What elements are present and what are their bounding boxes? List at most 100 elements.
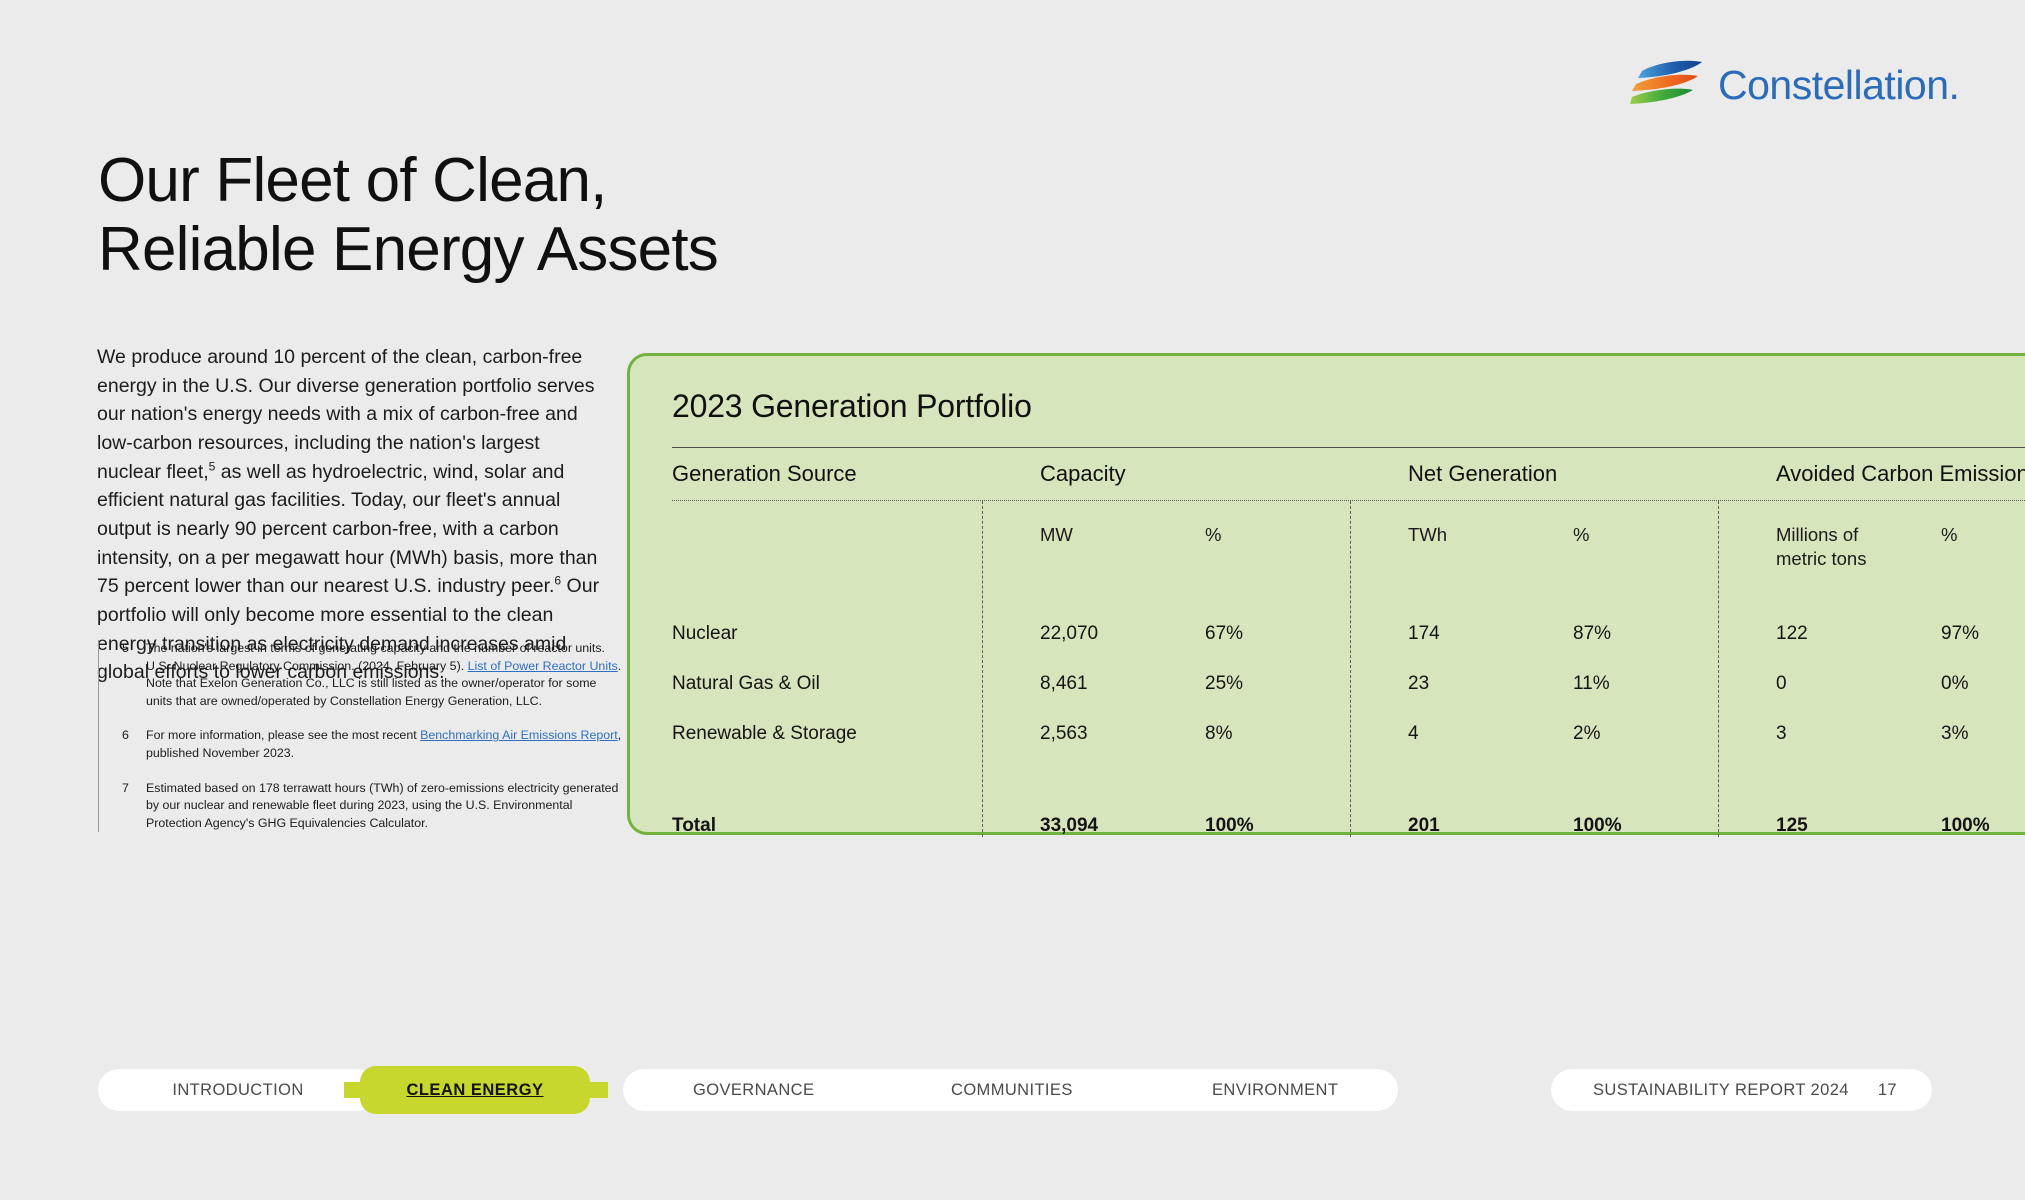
intro-text-part-3: Our portfolio will only become more esse… <box>97 575 600 684</box>
cell-group-net: 201 100% <box>1350 815 1718 837</box>
cell-group-avoided: 122 97% <box>1718 623 2025 645</box>
cell-group-capacity: 2,563 8% <box>982 723 1350 745</box>
nav-tab-clean-energy-label: CLEAN ENERGY <box>406 1080 544 1099</box>
nav-tab-introduction[interactable]: INTRODUCTION <box>98 1069 378 1111</box>
logo-wordmark: Constellation. <box>1718 61 1960 108</box>
constellation-swoosh-icon <box>1630 57 1708 113</box>
footnote-item: 7 Estimated based on 178 terrawatt hours… <box>103 780 623 833</box>
footnote-item: 6 For more information, please see the m… <box>103 727 623 762</box>
footnote-number: 6 <box>122 728 129 743</box>
table-row: Renewable & Storage 2,563 8% 4 2% 3 3% <box>672 723 2025 745</box>
cell-net-twh: 174 <box>1408 623 1440 644</box>
cell-group-avoided: 0 0% <box>1718 673 2025 695</box>
unit-capacity-pct: % <box>1205 524 1222 545</box>
cell-avoided-pct: 0% <box>1941 673 1969 694</box>
unit-net-pct: % <box>1573 524 1590 545</box>
cell-net-pct: 2% <box>1573 723 1601 744</box>
unit-avoided-pct: % <box>1941 524 1958 545</box>
report-info-pill: SUSTAINABILITY REPORT 2024 17 <box>1551 1069 1932 1111</box>
unit-group-capacity: MW % <box>982 523 1350 579</box>
col-header-avoided-carbon-emissions: Avoided Carbon Emissions7 <box>1718 461 2025 487</box>
column-divider-3 <box>1718 501 1719 837</box>
nav-tab-governance[interactable]: GOVERNANCE <box>693 1080 815 1099</box>
cell-capacity-pct: 67% <box>1205 623 1244 644</box>
header-rule-dotted <box>672 500 2025 501</box>
unit-spacer <box>672 523 982 579</box>
cell-total-avoided-mt: 125 <box>1776 815 1808 836</box>
nav-tab-communities[interactable]: COMMUNITIES <box>951 1080 1073 1099</box>
unit-net-twh: TWh <box>1408 524 1448 545</box>
footnote-link[interactable]: Benchmarking Air Emissions Report <box>420 728 618 743</box>
cell-capacity-pct: 25% <box>1205 673 1244 694</box>
cell-total-capacity-pct: 100% <box>1205 815 1254 836</box>
footnote-text-post: , published November 2023. <box>146 728 622 761</box>
active-tab-notch-left <box>344 1082 364 1098</box>
cell-total-net-twh: 201 <box>1408 815 1440 836</box>
cell-source: Natural Gas & Oil <box>672 673 820 694</box>
footnote-ref-5: 5 <box>208 459 216 474</box>
column-divider-2 <box>1350 501 1351 837</box>
intro-text-part-1: We produce around 10 percent of the clea… <box>97 346 595 483</box>
col-header-capacity: Capacity <box>1040 461 1126 486</box>
footnote-ref-6: 6 <box>554 573 562 588</box>
table-total-row: Total 33,094 100% 201 100% 125 100% <box>672 815 2025 837</box>
nav-pill-group: GOVERNANCE COMMUNITIES ENVIRONMENT <box>623 1069 1398 1111</box>
nav-tab-clean-energy[interactable]: CLEAN ENERGY <box>360 1066 590 1114</box>
cell-net-pct: 11% <box>1573 673 1610 694</box>
generation-portfolio-panel: 2023 Generation Portfolio Generation Sou… <box>627 353 2025 837</box>
footnote-text: The nation's largest in terms of generat… <box>146 640 623 710</box>
cell-avoided-pct: 97% <box>1941 623 1980 644</box>
cell-avoided-pct: 3% <box>1941 723 1969 744</box>
cell-net-pct: 87% <box>1573 623 1612 644</box>
cell-group-avoided: 125 100% <box>1718 815 2025 837</box>
page-number: 17 <box>1877 1080 1897 1099</box>
unit-capacity-mw: MW <box>1040 524 1073 545</box>
col-header-avoided-label: Avoided Carbon Emissions <box>1776 461 2025 486</box>
table-row: Nuclear 22,070 67% 174 87% 122 97% <box>672 623 2025 645</box>
cell-avoided-mt: 0 <box>1776 673 1787 694</box>
cell-capacity-mw: 8,461 <box>1040 673 1088 694</box>
footnote-item: 5 The nation's largest in terms of gener… <box>103 640 623 710</box>
cell-avoided-mt: 122 <box>1776 623 1808 644</box>
constellation-logo: Constellation. <box>1630 52 1960 118</box>
page-title: Our Fleet of Clean, Reliable Energy Asse… <box>98 145 719 284</box>
cell-group-capacity: 22,070 67% <box>982 623 1350 645</box>
cell-source: Renewable & Storage <box>672 723 857 744</box>
footnote-text: For more information, please see the mos… <box>146 727 623 762</box>
footnote-text-pre: The nation's largest in terms of generat… <box>146 641 606 673</box>
nav-tab-introduction-label: INTRODUCTION <box>172 1080 304 1099</box>
report-title-label: SUSTAINABILITY REPORT 2024 <box>1593 1080 1849 1099</box>
footnote-number: 7 <box>122 780 129 795</box>
panel-title: 2023 Generation Portfolio <box>672 388 1032 424</box>
footnote-link[interactable]: List of Power Reactor Units <box>467 658 618 673</box>
cell-group-capacity: 8,461 25% <box>982 673 1350 695</box>
cell-capacity-mw: 2,563 <box>1040 723 1088 744</box>
cell-capacity-pct: 8% <box>1205 723 1233 744</box>
cell-group-avoided: 3 3% <box>1718 723 2025 745</box>
col-header-net-generation: Net Generation <box>1408 461 1558 486</box>
unit-avoided-mt: Millions of metric tons <box>1776 524 1867 569</box>
cell-avoided-mt: 3 <box>1776 723 1787 744</box>
cell-total-label: Total <box>672 815 716 836</box>
footnotes-list: 5 The nation's largest in terms of gener… <box>98 640 623 833</box>
table-row: Natural Gas & Oil 8,461 25% 23 11% 0 0% <box>672 673 2025 695</box>
cell-group-net: 4 2% <box>1350 723 1718 745</box>
unit-group-avoided: Millions of metric tons % <box>1718 523 2025 579</box>
cell-net-twh: 23 <box>1408 673 1430 694</box>
intro-text-part-2: as well as hydroelectric, wind, solar an… <box>97 460 598 598</box>
nav-tab-environment[interactable]: ENVIRONMENT <box>1212 1080 1339 1099</box>
cell-total-net-pct: 100% <box>1573 815 1622 836</box>
column-divider-1 <box>982 501 983 837</box>
table-unit-header-row: MW % TWh % Millions of metric tons % <box>672 501 2025 579</box>
footnote-text-pre: Estimated based on 178 terrawatt hours (… <box>146 780 619 830</box>
cell-group-net: 23 11% <box>1350 673 1718 695</box>
col-header-generation-source: Generation Source <box>672 461 857 486</box>
footnote-text-pre: For more information, please see the mos… <box>146 728 421 743</box>
footnote-text-post: . Note that Exelon Generation Co., LLC i… <box>146 658 622 708</box>
cell-group-capacity: 33,094 100% <box>982 815 1350 837</box>
cell-source: Nuclear <box>672 623 738 644</box>
cell-group-net: 174 87% <box>1350 623 1718 645</box>
cell-capacity-mw: 22,070 <box>1040 623 1099 644</box>
active-tab-notch-right <box>586 1082 608 1098</box>
cell-total-capacity-mw: 33,094 <box>1040 815 1099 836</box>
